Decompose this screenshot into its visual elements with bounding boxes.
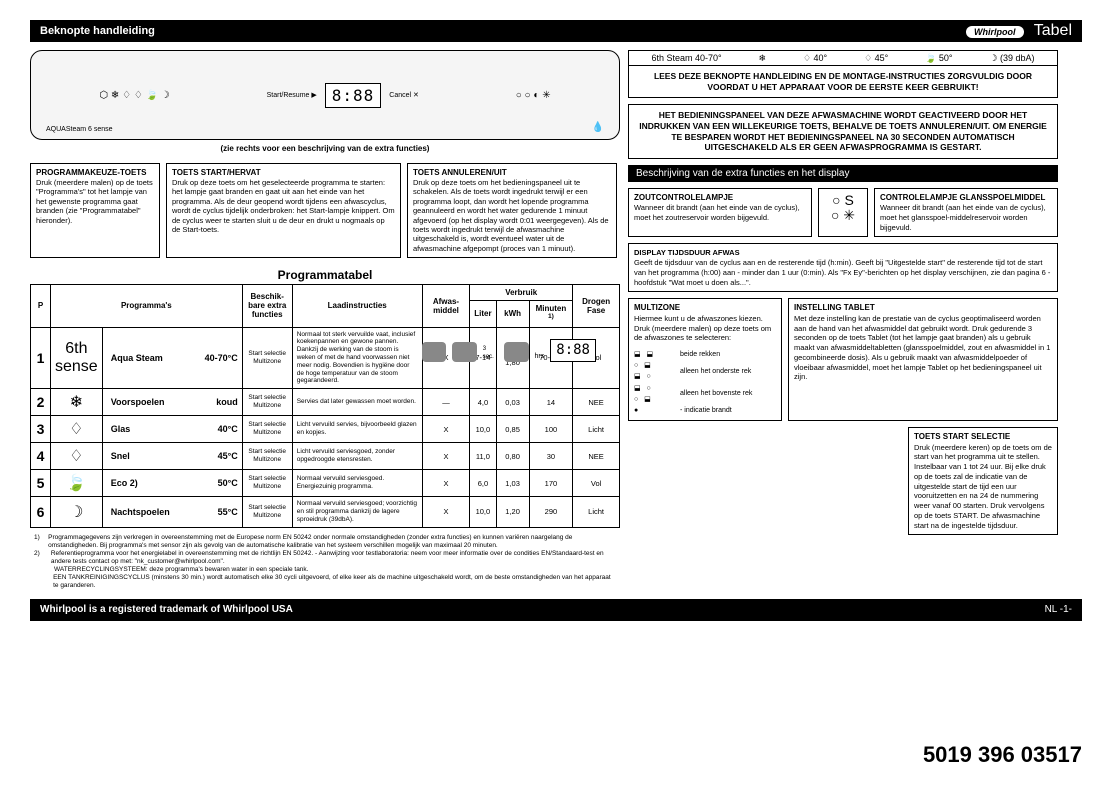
callout-title: PROGRAMMAKEUZE-TOETS (36, 168, 147, 177)
panel-display: 8:88 (325, 83, 382, 108)
th-afwas: Afwas-middel (422, 285, 470, 328)
notice-read-first: LEES DEZE BEKNOPTE HANDLEIDING EN DE MON… (628, 65, 1058, 98)
header-title: Beknopte handleiding (40, 25, 155, 37)
table-row: 4♢Snel 45°CStart selectie MultizoneLicht… (31, 443, 620, 470)
th-programs: Programma's (51, 285, 243, 328)
th-instr: Laadinstructies (292, 285, 422, 328)
callout-body: Druk op deze toets om het bedieningspane… (413, 178, 609, 253)
callout-program-select: PROGRAMMAKEUZE-TOETS Druk (meerdere male… (30, 163, 160, 258)
callout-start-resume: TOETS START/HERVAT Druk op deze toets om… (166, 163, 401, 258)
part-number: 5019 396 03517 (923, 742, 1082, 768)
section-bar-extra-functions: Beschrijving van de extra functies en he… (628, 165, 1058, 182)
header-bar: Beknopte handleiding Whirlpool Tabel (30, 20, 1082, 42)
desc-display-time: DISPLAY TIJDSDUUR AFWAS Geeft de tijdsdu… (628, 243, 1058, 292)
callout-cancel-off: TOETS ANNULEREN/UIT Druk op deze toets o… (407, 163, 617, 258)
callout-body: Druk (meerdere malen) op de toets "Progr… (36, 178, 153, 225)
extra-functions-note: (zie rechts voor een beschrijving van de… (30, 144, 620, 153)
th-verbruik: Verbruik (470, 285, 573, 301)
option-icons: ○ ○ ◐ ✳ (516, 90, 551, 101)
control-panel-illustration: ⬡ ❄ ♢ ♢ 🍃 ☽ Start/Resume ▶ 8:88 Cancel ✕… (30, 50, 620, 140)
table-row: 5🍃Eco 2) 50°CStart selectie MultizoneNor… (31, 470, 620, 497)
th-min: Minuten 1) (529, 301, 573, 328)
header-right: Whirlpool Tabel (966, 22, 1072, 40)
th-liter: Liter (470, 301, 496, 328)
table-row: 6☽Nachtspoelen 55°CStart selectie Multiz… (31, 497, 620, 527)
program-table: P Programma's Beschik-bare extra functie… (30, 284, 620, 528)
footer-page: NL -1- (1045, 604, 1072, 615)
tabel-label: Tabel (1034, 22, 1072, 39)
program-table-heading: Programmatabel (30, 268, 620, 282)
salt-indicator-icons: ○ S○ ✳ (818, 188, 868, 238)
desc-multizone: MULTIZONE Hiermee kunt u de afwaszones k… (628, 298, 782, 421)
notice-panel-activation: HET BEDIENINGSPANEEL VAN DEZE AFWASMACHI… (628, 104, 1058, 159)
table-row: 2❄Voorspoelen koudStart selectie Multizo… (31, 389, 620, 416)
callout-row: PROGRAMMAKEUZE-TOETS Druk (meerdere male… (30, 163, 620, 258)
desc-rinse: CONTROLELAMPJE GLANSSPOELMIDDEL Wanneer … (874, 188, 1058, 238)
floating-display-illustration: 3 sec. hrs 8:88 (422, 339, 596, 361)
th-kwh: kWh (496, 301, 529, 328)
footer-trademark: Whirlpool is a registered trademark of W… (40, 604, 293, 615)
desc-tablet: INSTELLING TABLET Met deze instelling ka… (788, 298, 1058, 421)
temp-icons-row: 6th Steam 40-70°❄ ♢ 40°♢ 45° 🍃 50°☽ (39 … (628, 50, 1058, 66)
callout-title: TOETS START/HERVAT (172, 168, 261, 177)
table-row: 3♢Glas 40°CStart selectie MultizoneLicht… (31, 416, 620, 443)
callout-title: TOETS ANNULEREN/UIT (413, 168, 507, 177)
aquasteam-label: AQUASteam 6 sense (46, 126, 113, 133)
th-drogen: Drogen Fase (573, 285, 620, 328)
desc-salt: ZOUTCONTROLELAMPJE Wanneer dit brandt (a… (628, 188, 812, 238)
footer-bar: Whirlpool is a registered trademark of W… (30, 599, 1082, 621)
th-p: P (31, 285, 51, 328)
desc-start-selection: TOETS START SELECTIE Druk (meerdere kere… (908, 427, 1058, 535)
th-extras: Beschik-bare extra functies (242, 285, 292, 328)
callout-body: Druk op deze toets om het geselecteerde … (172, 178, 395, 234)
program-icons: ⬡ ❄ ♢ ♢ 🍃 ☽ (99, 90, 169, 101)
brand-badge: Whirlpool (966, 26, 1024, 38)
footnotes: 1)Programmagegevens zijn verkregen in ov… (30, 534, 620, 591)
